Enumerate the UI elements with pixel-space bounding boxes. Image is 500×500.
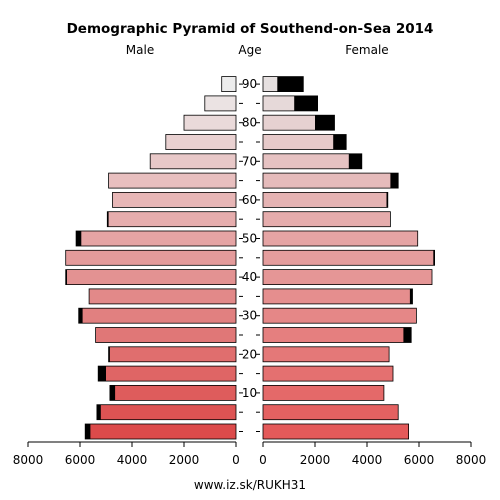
age-tick-label: 60 [242, 193, 257, 207]
male-bar-70-74 [149, 153, 237, 170]
male-x-tick-label: 6000 [65, 453, 96, 467]
female-x-tick-label: 6000 [404, 453, 435, 467]
male-excess-5-9 [96, 404, 101, 420]
female-bar-35-39 [262, 288, 413, 305]
female-label: Female [345, 43, 388, 57]
male-x-tick-label: 0 [232, 453, 240, 467]
male-bar-75-79 [165, 134, 237, 150]
male-bar-35-39 [88, 288, 237, 305]
male-excess-15-19 [98, 366, 106, 382]
female-bar-60-64 [262, 191, 389, 208]
male-excess-40-44 [65, 269, 67, 285]
female-bar-55-59 [262, 211, 391, 228]
female-bar-70-74 [262, 153, 363, 170]
male-bar-15-19 [97, 365, 237, 382]
male-bar-60-64 [112, 191, 237, 208]
female-excess-65-69 [390, 173, 399, 189]
female-bar-50-54 [262, 230, 419, 247]
male-bar-20-24 [108, 346, 237, 363]
female-bar-25-29 [262, 327, 412, 343]
axes-group: 10 20 30 40 50 60 70 80 90 8000 6000 4000 2000 0 0 2000… [13, 77, 487, 467]
male-excess-50-54 [76, 231, 82, 246]
bars-group [65, 76, 436, 440]
age-tick-label: 10 [242, 386, 257, 400]
female-excess-85-89 [294, 95, 318, 111]
male-bar-5-9 [96, 404, 237, 421]
male-x-tick-label: 2000 [169, 453, 200, 467]
male-bar-85-89 [204, 95, 237, 112]
male-excess-20-24 [108, 346, 110, 362]
chart-title: Demographic Pyramid of Southend-on-Sea 2… [67, 21, 434, 37]
female-bar-15-19 [262, 365, 394, 382]
female-bar-10-14 [262, 384, 385, 401]
age-tick-label: 70 [242, 154, 257, 168]
female-excess-25-29 [403, 327, 412, 343]
male-label: Male [126, 43, 154, 57]
female-excess-90+ [277, 76, 304, 92]
male-excess-55-59 [107, 211, 109, 227]
age-tick-label: 80 [242, 116, 257, 130]
female-excess-80-84 [315, 115, 335, 131]
female-bar-5-9 [262, 404, 399, 421]
male-excess-0-4 [85, 424, 91, 439]
age-tick-label: 20 [242, 347, 257, 361]
female-bar-30-34 [262, 307, 417, 324]
male-bar-30-34 [78, 307, 237, 324]
female-bar-20-24 [262, 346, 390, 363]
female-bar-0-4 [262, 423, 410, 440]
male-bar-45-49 [65, 249, 237, 266]
age-tick-label: 40 [242, 270, 257, 284]
female-x-tick-label: 0 [259, 453, 267, 467]
female-excess-60-64 [386, 192, 388, 208]
male-excess-10-14 [109, 385, 116, 401]
male-bar-40-44 [65, 269, 237, 286]
female-excess-45-49 [433, 250, 435, 266]
male-bar-25-29 [95, 327, 237, 343]
male-bar-50-54 [75, 230, 237, 247]
male-bar-80-84 [183, 114, 237, 131]
female-x-tick-label: 2000 [300, 453, 331, 467]
male-bar-0-4 [84, 423, 237, 440]
female-excess-75-79 [333, 134, 347, 150]
age-tick-label: 90 [242, 77, 257, 91]
male-bar-10-14 [109, 384, 237, 401]
age-tick-label: 30 [242, 309, 257, 323]
female-x-tick-label: 4000 [352, 453, 383, 467]
female-bar-65-69 [262, 172, 399, 189]
female-excess-70-74 [348, 153, 362, 169]
male-x-tick-label: 8000 [13, 453, 44, 467]
footer-url: www.iz.sk/RUKH31 [194, 478, 306, 492]
age-label: Age [238, 43, 261, 57]
female-x-tick-label: 8000 [456, 453, 487, 467]
female-bar-40-44 [262, 269, 433, 286]
male-x-tick-label: 4000 [117, 453, 148, 467]
male-bar-90+ [221, 76, 237, 92]
female-bar-45-49 [262, 249, 436, 266]
male-bar-55-59 [106, 211, 237, 228]
female-excess-35-39 [409, 288, 413, 304]
male-excess-30-34 [78, 308, 83, 324]
age-tick-label: 50 [242, 232, 257, 246]
male-bar-65-69 [108, 172, 237, 189]
